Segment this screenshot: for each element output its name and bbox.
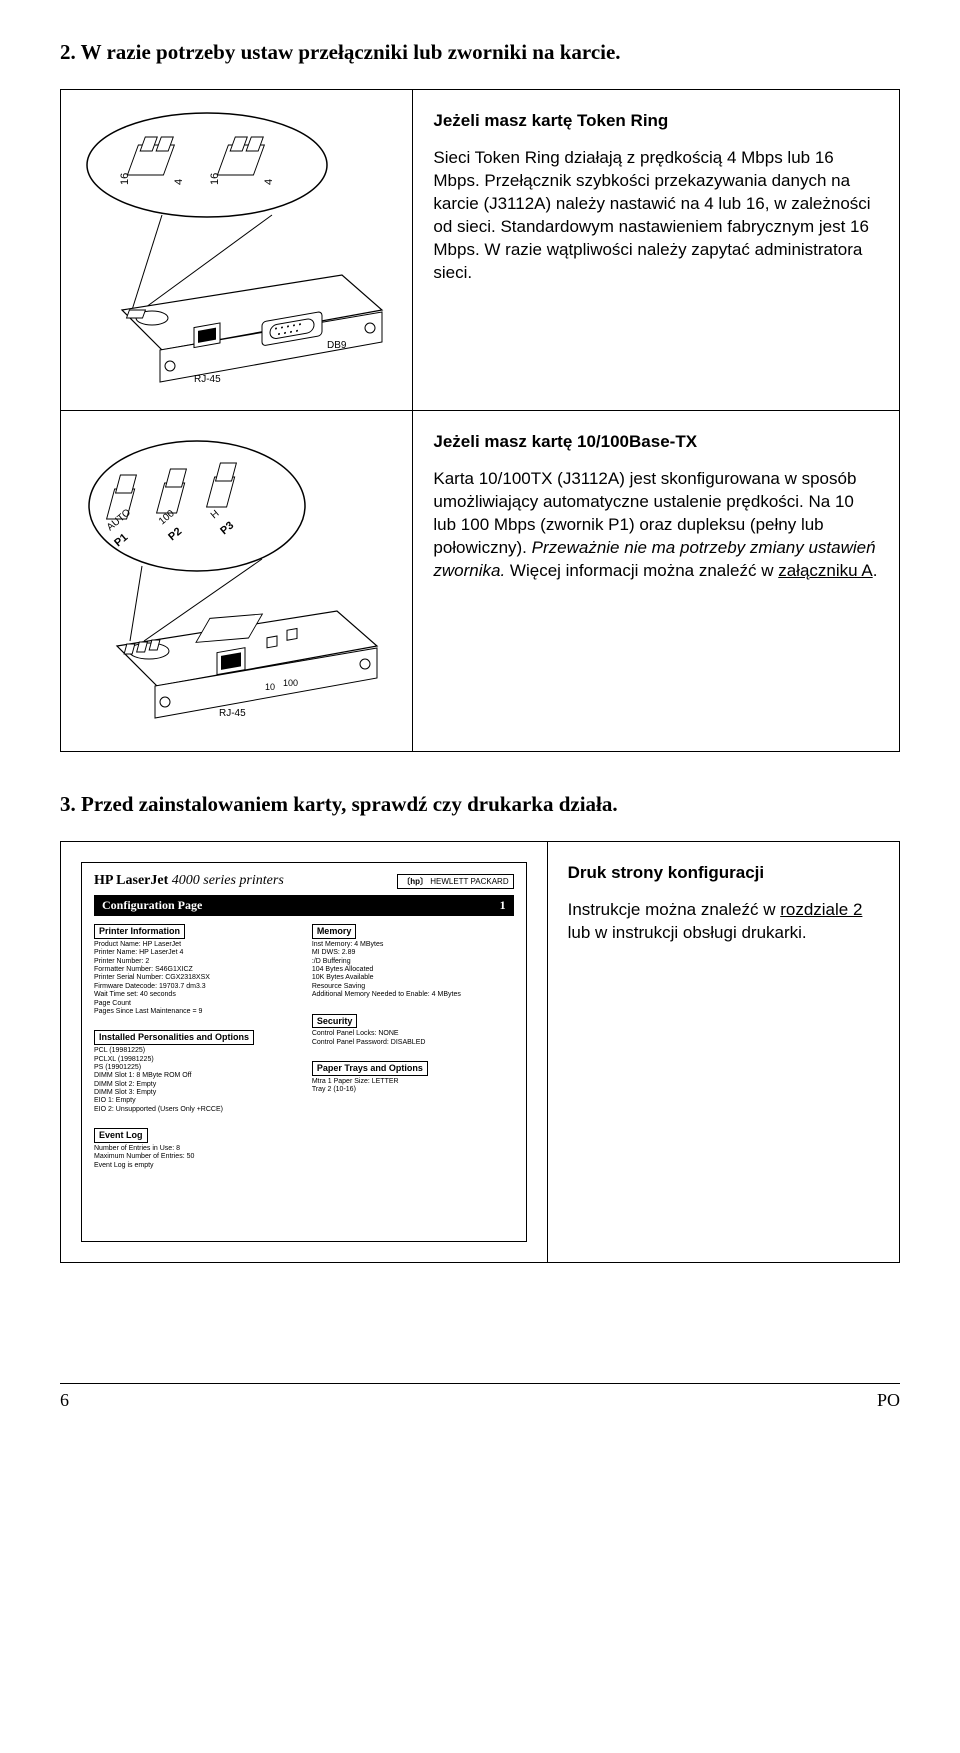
base100-text-cell: Jeżeli masz kartę 10/100Base-TX Karta 10…	[413, 411, 900, 752]
step3-body-link: rozdziale 2	[780, 900, 862, 919]
tokenring-text-cell: Jeżeli masz kartę Token Ring Sieci Token…	[413, 90, 900, 411]
base100-body-link: załączniku A	[778, 561, 873, 580]
config-bar: Configuration Page 1	[94, 895, 514, 916]
hp-logo: 〔hp〕 HEWLETT PACKARD	[397, 874, 513, 889]
base100-body: Karta 10/100TX (J3112A) jest skonfigurow…	[433, 468, 879, 583]
step2-table: 16 4 16 4	[60, 89, 900, 752]
label-16b: 16	[209, 173, 221, 185]
step3-body-part2: lub w instrukcji obsługi drukarki.	[568, 923, 807, 942]
left-s3-lines: Number of Entries in Use: 8 Maximum Numb…	[94, 1145, 296, 1170]
step3-text-body: Instrukcje można znaleźć w rozdziale 2 l…	[568, 899, 879, 945]
base100-body-part2: Więcej informacji można znaleźć w	[505, 561, 778, 580]
hp-logo-text: HEWLETT PACKARD	[430, 877, 508, 886]
base100-diagram: AUTO P1 100 P2 H P	[82, 431, 392, 731]
page-footer: 6 PO	[60, 1383, 900, 1411]
config-bar-right: 1	[500, 898, 506, 913]
left-s1-label: Printer Information	[94, 924, 185, 939]
label-4a: 4	[173, 179, 185, 185]
tokenring-title: Jeżeli masz kartę Token Ring	[433, 110, 879, 133]
label-db9: DB9	[327, 340, 347, 351]
step3-table: HP LaserJet 4000 series printers 〔hp〕 HE…	[60, 841, 900, 1263]
label-16a: 16	[119, 173, 131, 185]
tokenring-diagram: 16 4 16 4	[82, 110, 392, 390]
label-4b: 4	[263, 179, 275, 185]
step3-text-title: Druk strony konfiguracji	[568, 862, 879, 885]
step3-text-cell: Druk strony konfiguracji Instrukcje możn…	[547, 842, 899, 1263]
config-printer-sub: 4000 series printers	[168, 873, 284, 888]
config-left-col: Printer Information Product Name: HP Las…	[94, 924, 296, 1184]
label-rj45-2: RJ-45	[219, 708, 246, 719]
label-100b: 100	[283, 678, 298, 688]
config-printer-bold: HP LaserJet	[94, 873, 168, 888]
right-s3-label: Paper Trays and Options	[312, 1061, 428, 1076]
footer-lang: PO	[877, 1390, 900, 1411]
step3-body-part1: Instrukcje można znaleźć w	[568, 900, 781, 919]
left-s2-label: Installed Personalities and Options	[94, 1030, 254, 1045]
left-s3-label: Event Log	[94, 1128, 148, 1143]
base100-title: Jeżeli masz kartę 10/100Base-TX	[433, 431, 879, 454]
step3-heading: 3. Przed zainstalowaniem karty, sprawdź …	[60, 792, 900, 817]
right-s2-label: Security	[312, 1014, 358, 1029]
tokenring-body: Sieci Token Ring działają z prędkością 4…	[433, 147, 879, 285]
config-right-col: Memory Inst Memory: 4 MBytes MI DWS: 2.8…	[312, 924, 514, 1184]
right-s2-lines: Control Panel Locks: NONE Control Panel …	[312, 1030, 514, 1047]
base100-body-end: .	[873, 561, 878, 580]
footer-page-num: 6	[60, 1390, 69, 1411]
label-rj45: RJ-45	[194, 374, 221, 385]
right-s3-lines: Mtra 1 Paper Size: LETTER Tray 2 (10-16)	[312, 1078, 514, 1095]
left-s2-lines: PCL (19981225) PCLXL (19981225) PS (1990…	[94, 1047, 296, 1114]
config-page-cell: HP LaserJet 4000 series printers 〔hp〕 HE…	[61, 842, 548, 1263]
config-page-mock: HP LaserJet 4000 series printers 〔hp〕 HE…	[81, 862, 527, 1242]
tokenring-diagram-cell: 16 4 16 4	[61, 90, 413, 411]
right-s1-label: Memory	[312, 924, 357, 939]
step2-heading: 2. W razie potrzeby ustaw przełączniki l…	[60, 40, 900, 65]
left-s1-lines: Product Name: HP LaserJet Printer Name: …	[94, 941, 296, 1017]
config-printer-line: HP LaserJet 4000 series printers	[94, 873, 284, 889]
config-bar-left: Configuration Page	[102, 898, 202, 913]
right-s1-lines: Inst Memory: 4 MBytes MI DWS: 2.89 :/D B…	[312, 941, 514, 1000]
label-10: 10	[265, 682, 275, 692]
base100-diagram-cell: AUTO P1 100 P2 H P	[61, 411, 413, 752]
